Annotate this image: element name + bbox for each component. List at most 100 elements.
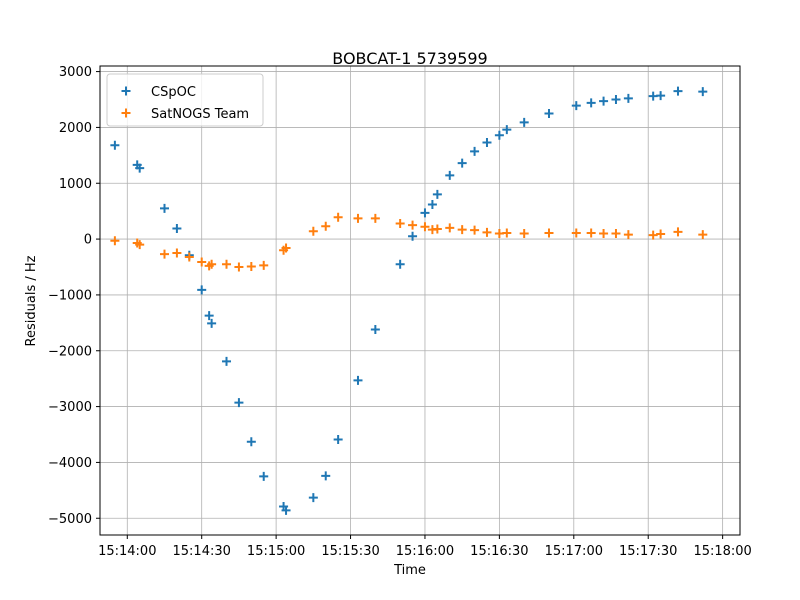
y-axis-label: Residuals / Hz [24,255,39,346]
series-1 [110,86,708,515]
x-tick-label: 15:14:30 [173,544,231,559]
x-tick-label: 15:16:30 [470,544,528,559]
data-point [502,228,512,238]
axis-ticks: 15:14:00 15:14:30 15:15:00 15:15:30 15:16:00… [48,65,752,559]
y-tick-label: −1000 [48,288,92,303]
data-point [544,108,554,118]
legend-box [106,73,264,127]
data-point [308,493,318,503]
data-point [445,223,455,233]
y-tick-label: −3000 [48,400,92,415]
data-point [698,230,708,240]
data-point [586,228,596,238]
y-tick-label: −5000 [48,512,92,527]
y-tick-label: 1000 [59,177,92,192]
data-point [494,130,504,140]
legend-marker [121,108,131,118]
data-point [159,249,169,259]
grid [100,66,740,535]
data-point [259,471,269,481]
y-tick-label: 2000 [59,121,92,136]
data-point [673,86,683,96]
data-point [207,259,217,269]
data-point [457,225,467,235]
data-point [427,199,437,209]
data-point [281,243,291,253]
series-2 [110,212,708,272]
data-point [673,227,683,237]
data-point [172,223,182,233]
x-tick-label: 15:18:00 [693,544,751,559]
data-point [571,101,581,111]
data-point [544,228,554,238]
data-point [611,229,621,238]
data-point [698,87,708,97]
plot-frame [99,65,741,536]
data-point [246,261,256,271]
x-tick-label: 15:16:00 [396,544,454,559]
data-point [207,318,217,328]
data-point [408,220,418,230]
x-tick-label: 15:15:00 [247,544,305,559]
data-point [172,248,182,258]
data-point [571,228,581,238]
legend-marker [121,86,131,96]
data-point [445,170,455,180]
data-point [308,226,318,236]
data-point [395,218,405,228]
data-point [281,505,291,515]
data-point [222,259,232,269]
x-tick-label: 15:15:30 [321,544,379,559]
data-point [204,311,214,321]
data-point [457,158,467,168]
data-point [502,125,512,135]
data-point [599,229,609,238]
data-point [519,117,529,127]
data-point [353,213,363,223]
x-axis-label: Time [393,563,426,578]
y-tick-label: −4000 [48,456,92,471]
data-point [420,222,430,232]
data-point [197,285,207,295]
data-point [519,229,529,238]
data-point [623,93,633,103]
data-point [259,260,269,270]
data-point [321,471,331,481]
data-point [222,356,232,366]
data-point [197,257,207,267]
chart-title: BOBCAT-1 5739599 [332,49,487,68]
data-point [586,98,596,108]
data-point [470,146,480,156]
data-point [470,225,480,235]
data-point [656,229,666,239]
data-point [110,140,120,150]
data-point [159,203,169,213]
data-point [234,262,244,272]
y-tick-label: 3000 [59,65,92,80]
data-point [482,227,492,237]
data-point [611,95,621,104]
legend-label: CSpOC [151,85,196,100]
plot-area [100,66,740,535]
data-point [648,230,658,240]
data-point [135,163,145,173]
y-tick-label: 0 [84,233,92,248]
data-point [321,221,331,231]
x-tick-label: 15:17:30 [619,544,677,559]
data-point [420,208,430,218]
data-point [432,189,442,199]
data-point [333,435,343,445]
data-point [246,437,256,447]
data-point [135,240,145,250]
data-point [656,91,666,101]
x-tick-label: 15:17:00 [545,544,603,559]
data-point [432,224,442,234]
y-tick-label: −2000 [48,344,92,359]
data-point [370,325,380,335]
data-point [482,137,492,147]
data-point [599,96,609,106]
x-tick-label: 15:14:00 [98,544,156,559]
data-marks [110,86,708,515]
data-point [408,231,418,241]
